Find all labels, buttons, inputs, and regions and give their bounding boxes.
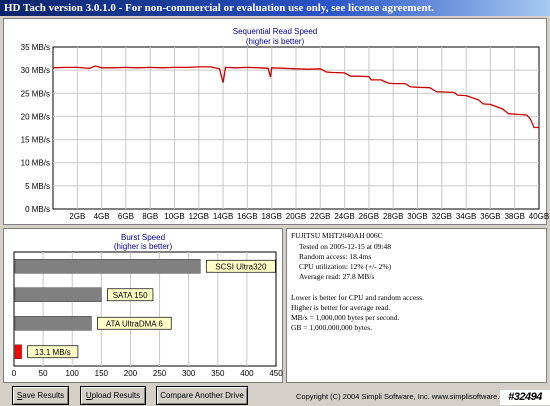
tested-on: Tested on 2005-12-15 at 09:48 [299,242,391,251]
random-access: Random access: 18.4ms [299,252,372,261]
note-lower-better: Lower is better for CPU and random acces… [291,293,424,302]
burst-chart-panel: Burst Speed (higher is better) [3,228,283,383]
note-mbs: MB/s = 1,000,000 bytes per second. [291,313,400,322]
cpu-utilization: CPU utilization: 12% (+/- 2%) [299,262,392,271]
save-results-button[interactable]: Save Results [12,386,69,405]
average-read: Average read: 27.8 MB/s [299,272,375,281]
save-accelerator: S [16,391,23,400]
read-chart-subtitle: (higher is better) [245,37,305,46]
info-panel: FUJITSU MHT2040AH 006C Tested on 2005-12… [286,228,547,383]
copyright-text: Copyright (C) 2004 Simpli Software, Inc.… [296,392,514,401]
upload-accelerator: U [85,391,92,400]
id-stamp: #32494 [500,390,550,405]
read-chart-title: Sequential Read Speed [232,27,318,36]
burst-chart-title: Burst Speed [120,233,166,242]
drive-model: FUJITSU MHT2040AH 006C [291,231,383,240]
compare-drive-button[interactable]: Compare Another Drive [156,386,248,405]
burst-chart-subtitle: (higher is better) [113,242,173,251]
note-gb: GB = 1,000,000,000 bytes. [291,323,373,332]
upload-label: pload Results [91,391,141,400]
read-chart-panel: Sequential Read Speed (higher is better) [3,18,547,225]
window-title: HD Tach version 3.0.1.0 - For non-commer… [0,0,550,16]
save-label: ave Results [22,391,65,400]
note-higher-better: Higher is better for average read. [291,303,391,312]
upload-results-button[interactable]: Upload Results [80,386,146,405]
